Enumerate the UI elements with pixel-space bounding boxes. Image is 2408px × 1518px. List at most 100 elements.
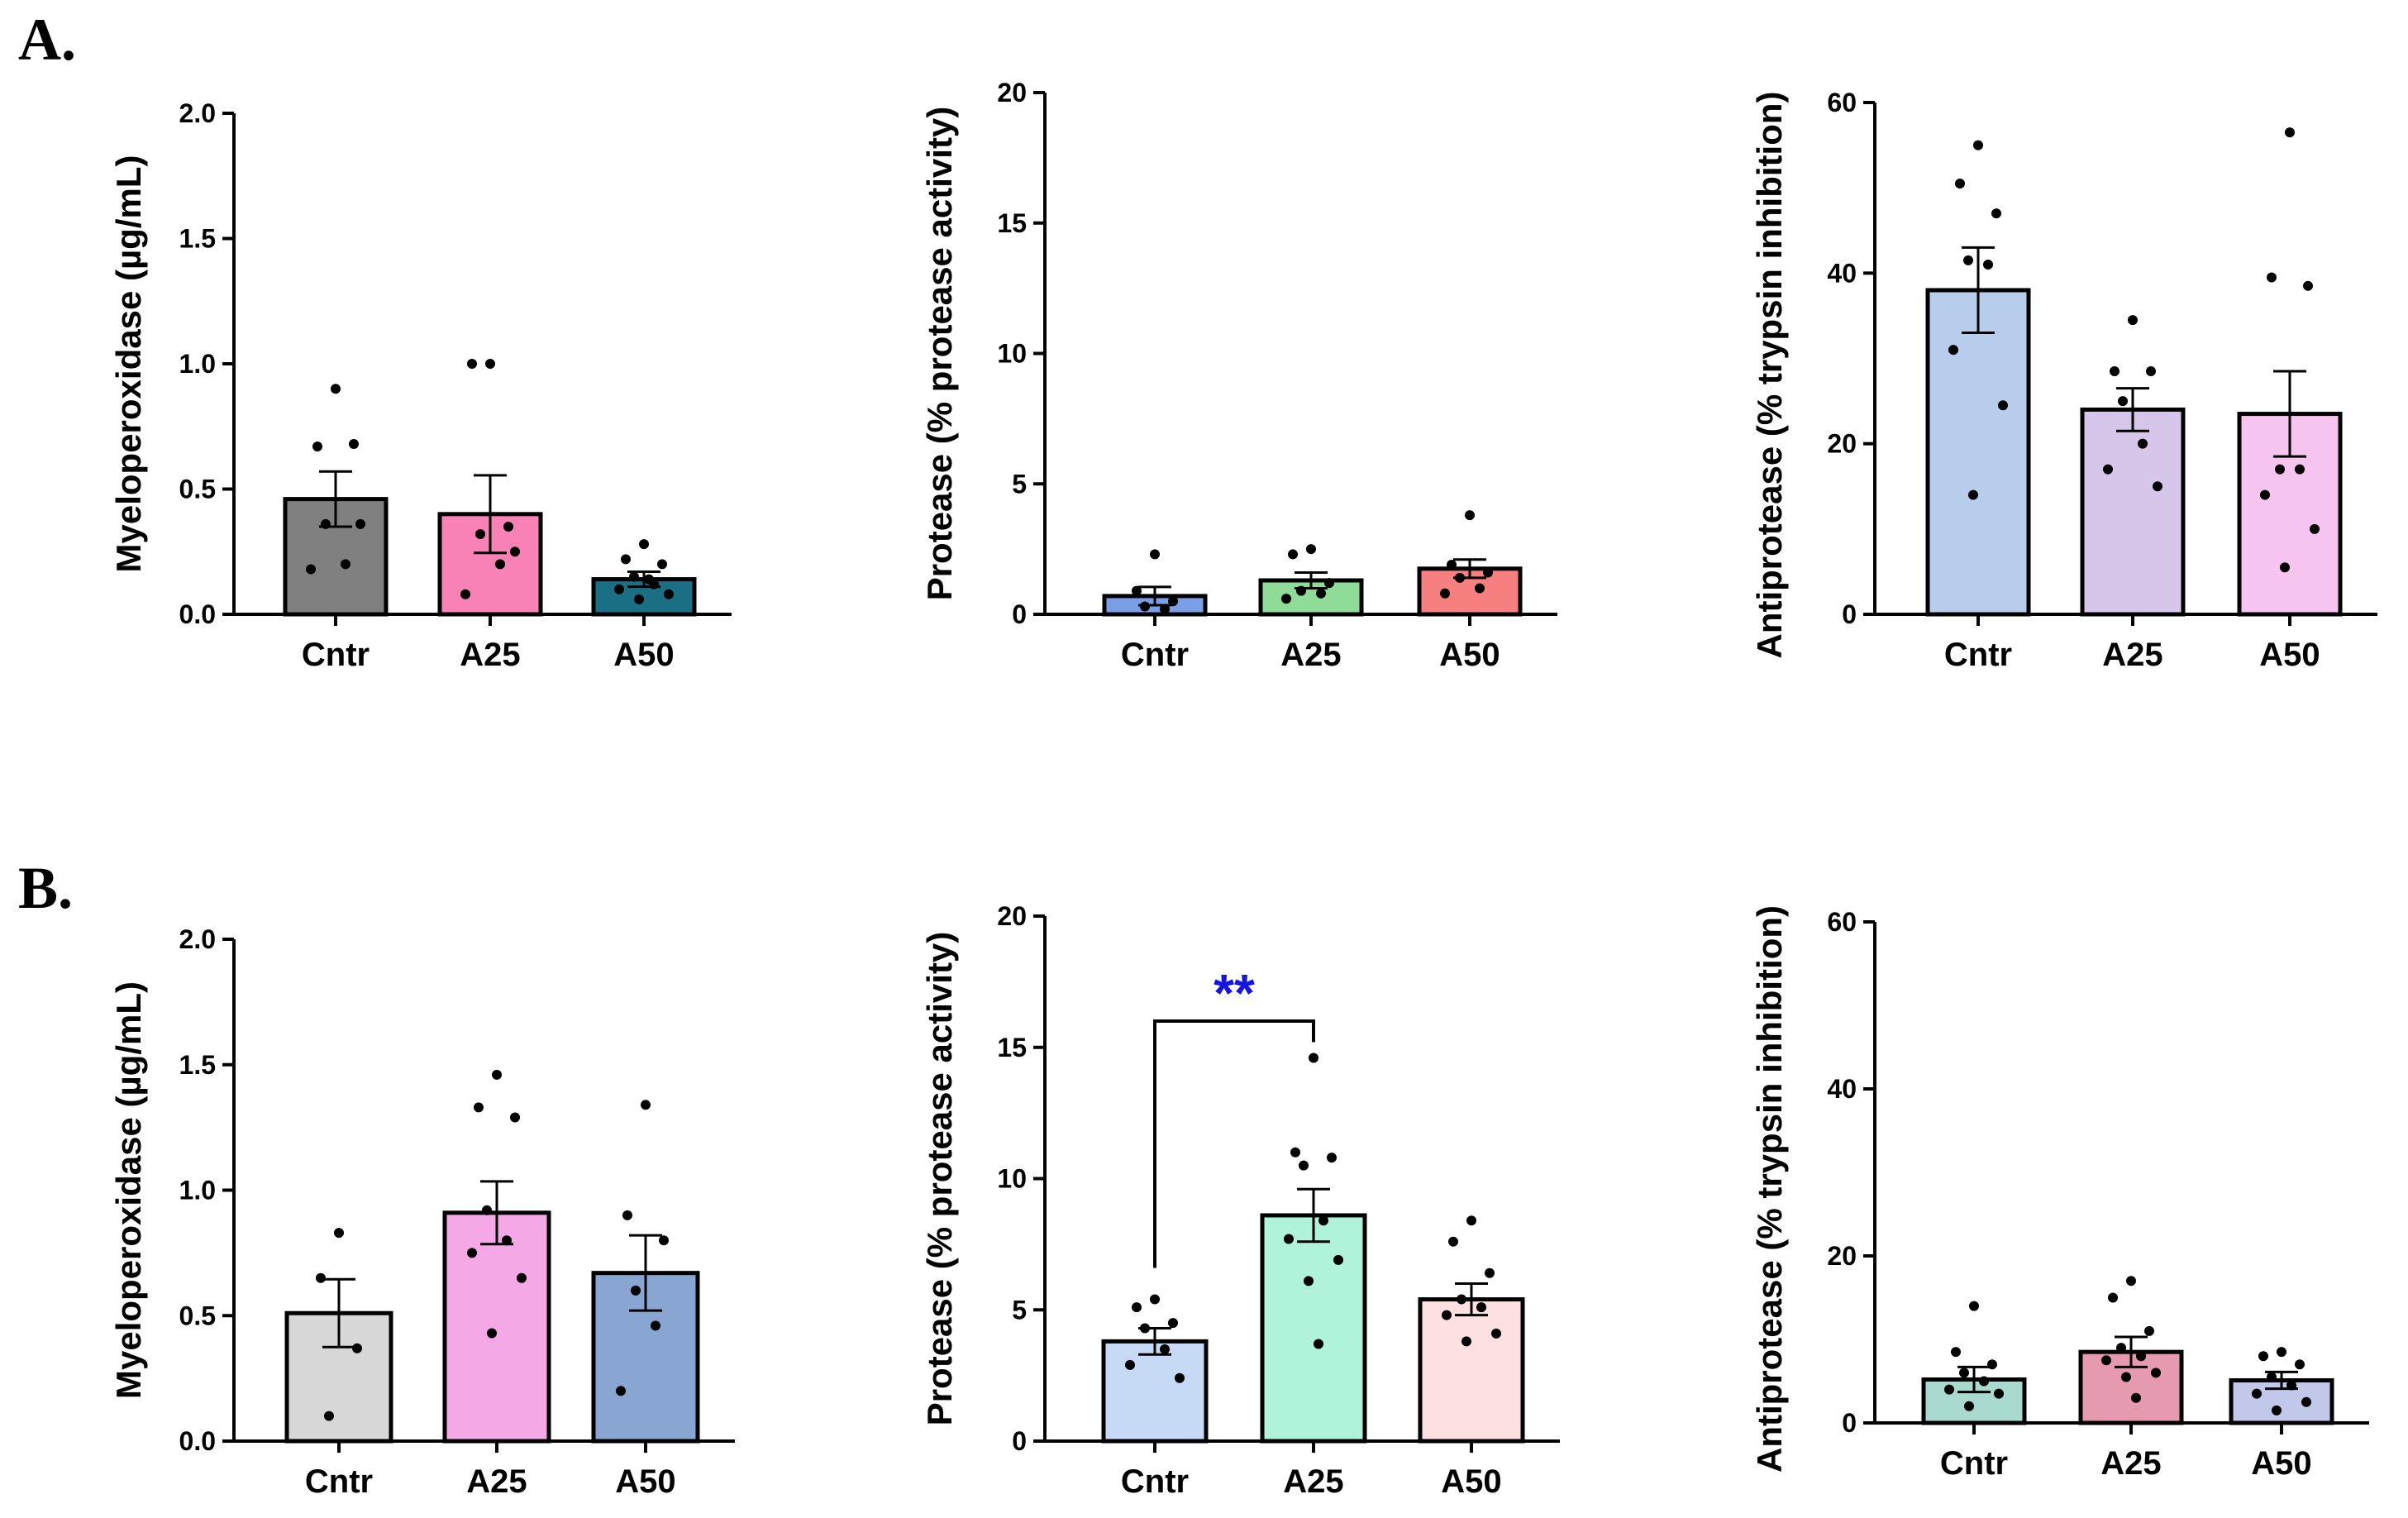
data-point: [614, 584, 624, 594]
bar-cntr: [1101, 1339, 1209, 1444]
data-point: [616, 1386, 626, 1396]
y-tick-label: 15: [997, 208, 1027, 238]
data-point: [2275, 464, 2285, 475]
data-point: [1318, 1215, 1328, 1226]
data-point: [1284, 1234, 1294, 1244]
data-point: [2267, 272, 2277, 283]
chart-a-myeloperoxidase: 0.0 0.5 1.0 1.5 2.0 Cntr A25 A50 Myeloperoxidase…: [109, 98, 732, 673]
data-point: [1968, 489, 1978, 500]
data-point: [2277, 1347, 2286, 1358]
category-label-cntr: Cntr: [1940, 1445, 2008, 1482]
y-tick-label: 60: [1827, 907, 1857, 937]
data-point: [1485, 1267, 1495, 1278]
chart-b-myeloperoxidase: 0.0 0.5 1.0 1.5 2.0 Cntr A25 A50 Myeloperoxidase…: [109, 924, 735, 1500]
data-point: [1959, 1368, 1969, 1378]
data-point: [341, 559, 350, 570]
y-tick-label: 40: [1827, 1074, 1857, 1104]
data-point: [2128, 315, 2138, 326]
y-tick-label: 1.5: [179, 224, 216, 254]
y-tick-label: 2.0: [179, 98, 216, 128]
category-label-a25: A25: [460, 637, 520, 673]
data-point: [1983, 260, 1993, 270]
data-point: [622, 1210, 632, 1220]
data-point: [664, 589, 674, 599]
y-tick-label: 5: [1012, 1295, 1027, 1325]
bar-a25: [2080, 407, 2186, 617]
data-point: [355, 518, 365, 529]
data-point: [1296, 585, 1306, 596]
y-tick-label: 10: [997, 1164, 1027, 1194]
data-point: [349, 438, 359, 449]
y-tick-label: 20: [997, 78, 1027, 107]
y-tick-label: 0: [1842, 1408, 1857, 1438]
data-point: [1969, 1301, 1979, 1311]
data-point: [485, 359, 495, 369]
data-point: [1140, 1323, 1150, 1334]
category-label-a50: A50: [613, 637, 674, 673]
data-point: [502, 1235, 512, 1246]
data-point: [2138, 438, 2148, 449]
chart-b-antiprotease: 0 20 40 60 Cntr A25 A50 Antiprotease (% trypsin…: [1750, 905, 2369, 1482]
data-point: [1994, 1388, 2004, 1399]
y-tick-label: 1.0: [179, 349, 216, 379]
data-point: [1491, 1328, 1501, 1339]
data-point: [2146, 365, 2156, 376]
data-point: [1327, 1153, 1337, 1163]
category-label-a25: A25: [466, 1463, 527, 1500]
data-point: [2151, 1368, 2161, 1378]
panel-label-b: B.: [18, 855, 73, 921]
data-point: [1948, 345, 1958, 356]
data-point: [1476, 1302, 1486, 1313]
y-axis-title: Protease (% protease activity): [920, 932, 959, 1426]
data-point: [1168, 1318, 1178, 1329]
data-point: [1998, 400, 2008, 411]
data-point: [621, 554, 631, 565]
data-point: [1333, 1254, 1343, 1265]
data-point: [474, 1102, 484, 1113]
y-tick-label: 0.0: [179, 1426, 216, 1456]
data-point: [1465, 510, 1475, 521]
data-point: [1306, 544, 1316, 555]
y-tick-label: 0: [1012, 1426, 1027, 1456]
data-point: [2272, 1405, 2282, 1415]
data-point: [487, 1328, 497, 1339]
y-tick-label: 40: [1827, 258, 1857, 288]
data-point: [631, 1285, 641, 1296]
category-label-a25: A25: [1280, 637, 1341, 673]
data-point: [2267, 1372, 2277, 1382]
y-tick-label: 10: [997, 339, 1027, 369]
data-point: [312, 441, 322, 451]
data-point: [2118, 396, 2128, 407]
data-point: [2126, 1276, 2136, 1286]
data-point: [1973, 140, 1983, 150]
data-point: [2121, 1372, 2131, 1382]
y-axis-title: Myeloperoxidase (µg/mL): [109, 155, 148, 573]
data-point: [2136, 1351, 2146, 1362]
data-point: [2301, 1396, 2311, 1407]
data-point: [1944, 1384, 1954, 1395]
y-tick-label: 1.0: [179, 1176, 216, 1205]
data-point: [1168, 596, 1178, 607]
data-point: [482, 1205, 492, 1215]
data-point: [1457, 1294, 1466, 1305]
data-point: [639, 539, 649, 550]
data-point: [629, 571, 639, 582]
data-point: [2295, 1359, 2305, 1370]
panel-label-a: A.: [18, 7, 76, 73]
data-point: [2295, 464, 2305, 475]
data-point: [1288, 549, 1298, 560]
data-point: [1964, 1401, 1974, 1411]
y-tick-label: 0: [1842, 599, 1857, 629]
data-point: [475, 529, 485, 540]
y-axis-title: Antiprotease (% trypsin inhibition): [1750, 905, 1789, 1473]
y-tick-label: 0.0: [179, 599, 216, 629]
data-point: [2258, 1351, 2268, 1362]
category-label-a50: A50: [2259, 637, 2320, 673]
data-point: [1963, 255, 1973, 265]
data-point: [644, 574, 654, 585]
data-point: [1447, 560, 1457, 570]
data-point: [331, 384, 341, 394]
category-label-cntr: Cntr: [1944, 637, 2012, 673]
data-point: [510, 547, 520, 557]
data-point: [1324, 578, 1334, 589]
